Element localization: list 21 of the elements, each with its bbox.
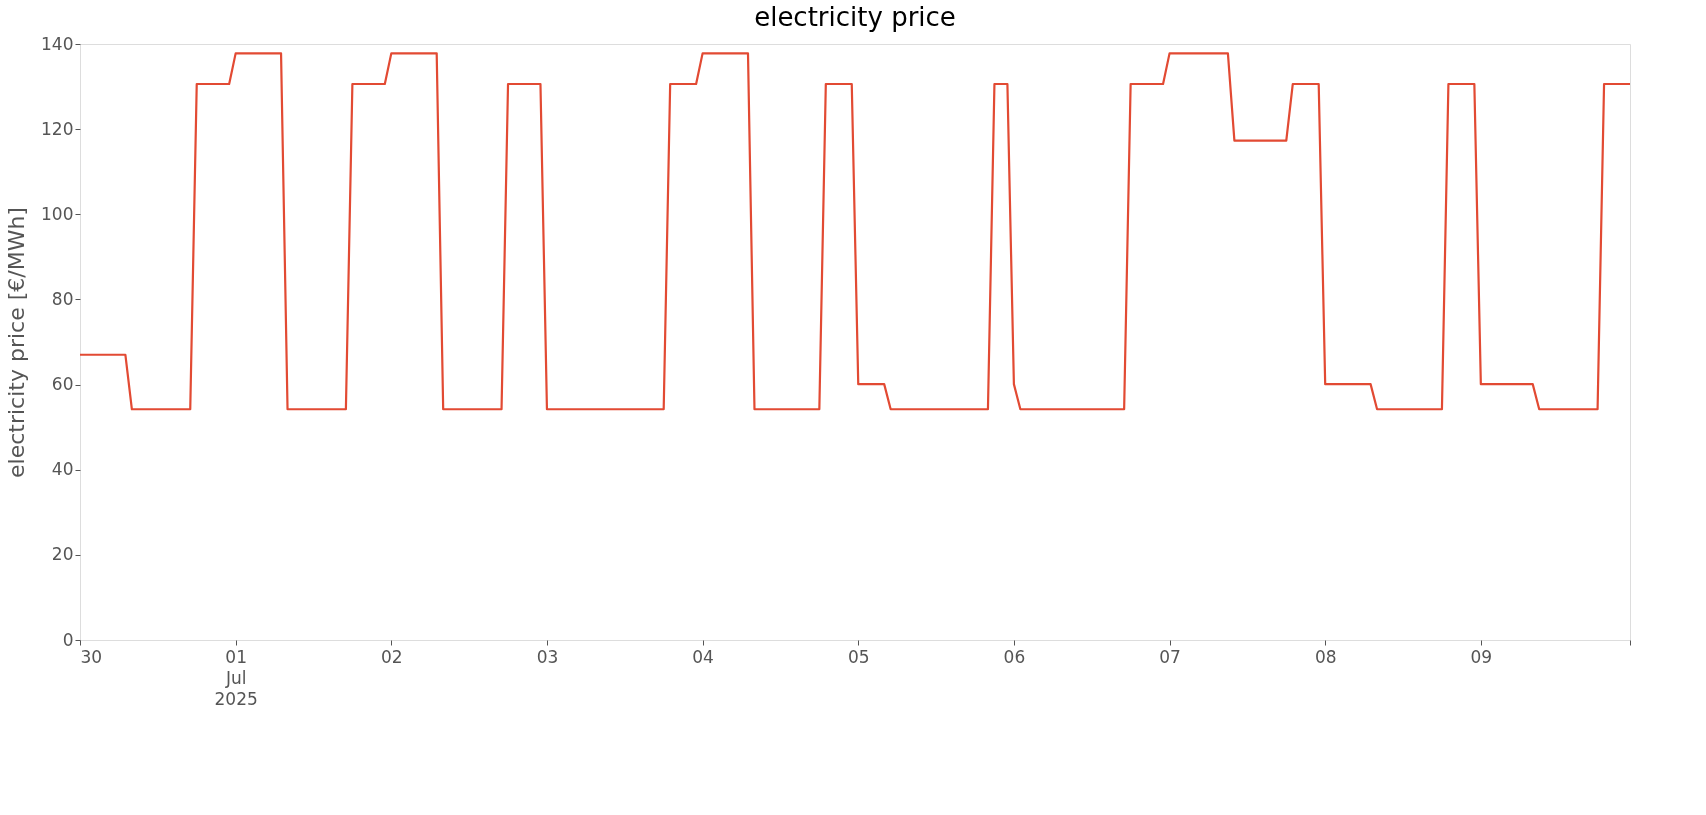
chart-title: electricity price (754, 2, 956, 32)
x-tick-label: 08 (1314, 646, 1337, 667)
x-tick-label: 02 (380, 646, 403, 667)
x-tick-label: 03 (536, 646, 559, 667)
x-tick-label: 09 (1470, 646, 1493, 667)
y-axis-title: electricity price [€/MWh] (4, 207, 30, 478)
y-tick-label: 20 (51, 544, 74, 565)
y-tick-label: 40 (51, 459, 74, 480)
y-tick-label: 60 (51, 374, 74, 395)
x-tick-label: 06 (1003, 646, 1026, 667)
x-tick-label: 07 (1159, 646, 1181, 667)
y-tick-label: 100 (41, 203, 74, 224)
y-tick-label: 80 (51, 288, 74, 309)
y-tick-label: 0 (62, 629, 74, 650)
x-tick-label: 04 (692, 646, 714, 667)
line-series (78, 52, 1632, 411)
y-tick-label: 140 (41, 33, 74, 54)
y-tick-label: 120 (41, 118, 74, 139)
x-tick-label: 01 Jul 2025 (214, 646, 258, 709)
x-tick-label: 05 (847, 646, 870, 667)
x-tick-label: 30 (80, 646, 103, 667)
